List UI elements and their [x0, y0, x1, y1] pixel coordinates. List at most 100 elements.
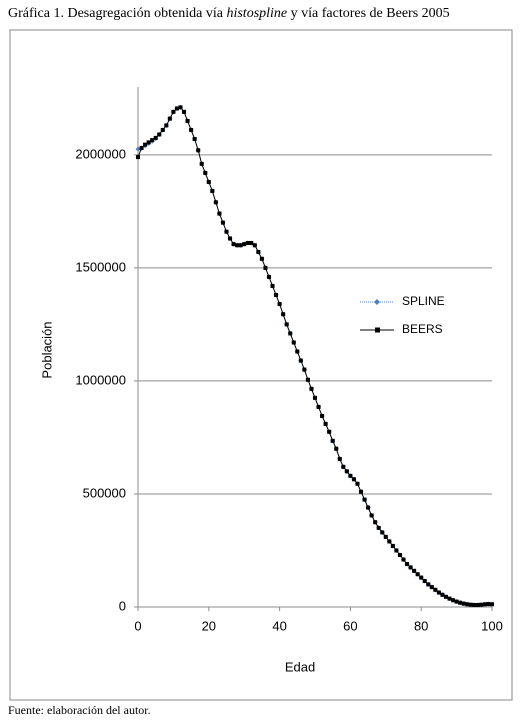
point	[167, 116, 172, 121]
source-note: Fuente: elaboración del autor.	[8, 703, 151, 717]
point	[185, 118, 190, 123]
point	[164, 123, 169, 128]
point	[472, 602, 477, 607]
point	[259, 256, 264, 261]
point	[136, 155, 140, 160]
point	[415, 572, 420, 577]
point	[228, 236, 233, 241]
point	[405, 562, 410, 567]
legend-marker	[375, 327, 380, 333]
point	[341, 464, 346, 469]
point	[256, 250, 261, 255]
x-tick-label: 60	[343, 618, 357, 633]
title-part: y vía factores de Beers 2005	[287, 6, 450, 21]
point	[465, 602, 470, 607]
point	[373, 520, 378, 525]
point	[150, 138, 155, 143]
point	[171, 109, 176, 114]
point	[178, 105, 183, 110]
point	[451, 598, 456, 603]
point	[383, 534, 388, 539]
point	[146, 140, 151, 145]
point	[475, 602, 480, 607]
point	[313, 395, 317, 400]
point	[440, 592, 445, 597]
point	[458, 600, 463, 605]
point	[490, 602, 494, 607]
point	[263, 265, 268, 270]
legend-marker	[374, 299, 380, 305]
point	[305, 377, 310, 382]
point	[380, 530, 385, 535]
point	[182, 109, 187, 114]
point	[192, 137, 197, 141]
point	[291, 340, 296, 345]
point	[355, 481, 360, 486]
y-axis-label: Población	[39, 321, 54, 378]
point	[327, 429, 332, 434]
point	[362, 497, 367, 502]
point	[394, 548, 399, 553]
point	[270, 283, 275, 288]
point	[376, 525, 381, 530]
point	[486, 602, 491, 607]
point	[479, 602, 484, 607]
point	[298, 358, 303, 363]
point	[274, 293, 279, 297]
point	[323, 421, 328, 426]
point	[238, 243, 243, 248]
y-tick-label: 2000000	[75, 146, 126, 161]
point	[242, 242, 247, 247]
legend-label: BEERS	[402, 322, 443, 336]
point	[369, 513, 374, 518]
x-tick-label: 80	[414, 618, 428, 633]
x-tick-label: 0	[134, 618, 141, 633]
y-tick-label: 1000000	[75, 372, 126, 387]
point	[454, 599, 459, 604]
point	[174, 106, 179, 111]
point	[447, 596, 452, 601]
point	[231, 242, 236, 247]
point	[433, 587, 438, 592]
point	[461, 601, 466, 606]
point	[422, 579, 427, 583]
chart-frame	[9, 29, 513, 701]
point	[387, 539, 392, 544]
series-line	[137, 106, 493, 606]
point	[320, 413, 325, 418]
point	[217, 211, 222, 216]
point	[199, 161, 204, 166]
point	[337, 456, 342, 461]
point	[397, 553, 402, 557]
point	[316, 404, 321, 409]
point	[206, 179, 211, 184]
title-part: Gráfica 1. Desagregación obtenida vía	[8, 6, 226, 21]
point	[153, 135, 158, 140]
point	[390, 543, 395, 548]
point	[160, 127, 165, 132]
y-tick-label: 0	[119, 598, 126, 613]
point	[266, 274, 271, 279]
x-tick-label: 40	[272, 618, 286, 633]
x-tick-label: 20	[202, 618, 216, 633]
point	[366, 505, 371, 510]
point	[426, 582, 431, 587]
point	[401, 557, 406, 562]
x-tick-label: 100	[481, 618, 503, 633]
point	[157, 132, 162, 137]
point	[408, 565, 413, 570]
point	[351, 477, 356, 482]
point	[482, 602, 487, 607]
chart-title: Gráfica 1. Desagregación obtenida vía hi…	[8, 6, 450, 21]
y-tick-label: 500000	[83, 485, 126, 500]
point	[203, 170, 208, 175]
point	[224, 229, 229, 234]
point	[429, 585, 434, 590]
point	[309, 386, 314, 391]
point	[139, 146, 144, 151]
point	[348, 473, 353, 478]
point	[196, 148, 201, 153]
point	[468, 602, 473, 607]
point	[210, 189, 215, 193]
